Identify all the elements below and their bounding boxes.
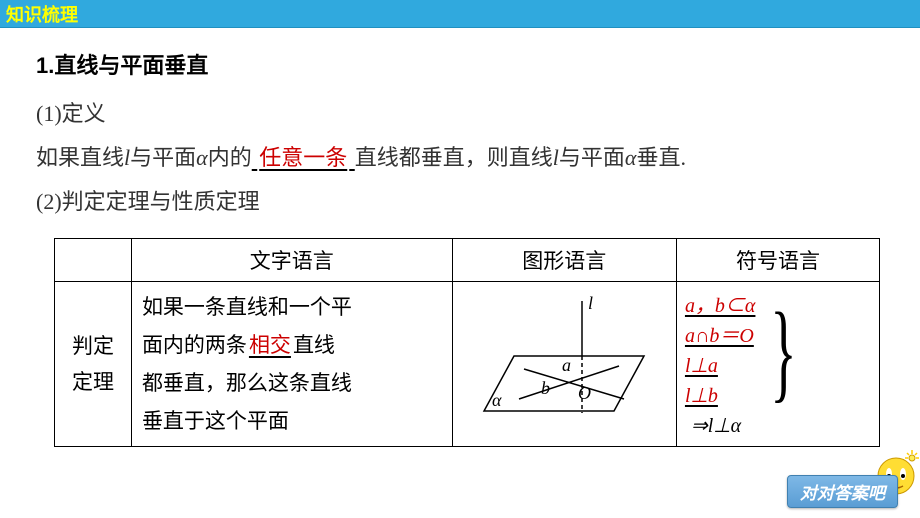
sym-line2: a∩b＝O <box>685 321 758 351</box>
text-lang-cell: 如果一条直线和一个平 面内的两条相交直线 都垂直，那么这条直线 垂直于这个平面 <box>131 282 452 447</box>
var-alpha-2: α <box>625 145 637 170</box>
symbol-cell: a，b⊂α a∩b＝O l⊥a l⊥b } ⇒l⊥α <box>676 282 879 447</box>
def-blank: 任意一条 <box>257 145 349 170</box>
label-line1: 判定 <box>65 328 121 364</box>
answer-button[interactable]: 对对答案吧 <box>787 475 898 508</box>
section-title: 1.直线与平面垂直 <box>36 48 884 80</box>
definition-text: 如果直线l与平面α内的 任意一条 直线都垂直，则直线l与平面α垂直. <box>36 138 884 178</box>
text-blank: 相交 <box>247 333 293 357</box>
header-graph-lang: 图形语言 <box>452 239 676 282</box>
def-mid1: 与平面 <box>130 145 196 170</box>
definition-label: (1)定义 <box>36 94 884 134</box>
def-mid3: 直线都垂直，则直线 <box>355 145 553 170</box>
header-bar: 知识梳理 <box>0 0 920 28</box>
text-pre: 如果一条直线和一个平 <box>142 295 352 319</box>
def-pre: 如果直线 <box>36 145 124 170</box>
label-alpha: α <box>492 390 502 410</box>
symbol-group: a，b⊂α a∩b＝O l⊥a l⊥b <box>685 291 760 411</box>
table-header-row: 文字语言 图形语言 符号语言 <box>55 239 880 282</box>
label-a: a <box>562 355 571 375</box>
line-b <box>524 369 624 399</box>
label-b: b <box>541 378 550 398</box>
content-area: 1.直线与平面垂直 (1)定义 如果直线l与平面α内的 任意一条 直线都垂直，则… <box>0 28 920 222</box>
header-title: 知识梳理 <box>6 1 78 27</box>
sym-line4: l⊥b <box>685 381 722 411</box>
header-blank <box>55 239 132 282</box>
right-brace: } <box>771 296 797 406</box>
brace-wrap: a，b⊂α a∩b＝O l⊥a l⊥b } <box>685 291 871 411</box>
label-line2: 定理 <box>65 364 121 400</box>
answer-button-label: 对对答案吧 <box>800 484 885 503</box>
table-wrap: 文字语言 图形语言 符号语言 判定 定理 如果一条直线和一个平 面内的两条相交直… <box>0 226 920 447</box>
header-text-lang: 文字语言 <box>131 239 452 282</box>
theorem-label: (2)判定定理与性质定理 <box>36 182 884 222</box>
sym-conclusion: ⇒l⊥α <box>691 413 871 438</box>
def-end: 垂直. <box>636 145 686 170</box>
label-l: l <box>588 293 593 313</box>
def-mid2: 内的 <box>208 145 252 170</box>
row-label: 判定 定理 <box>55 282 132 447</box>
label-O: O <box>578 383 591 403</box>
geometry-diagram: l a b O α <box>464 291 664 431</box>
sym-line1: a，b⊂α <box>685 291 760 321</box>
sym-line3: l⊥a <box>685 351 722 381</box>
def-mid4: 与平面 <box>559 145 625 170</box>
header-symbol-lang: 符号语言 <box>676 239 879 282</box>
diagram-cell: l a b O α <box>452 282 676 447</box>
table-row: 判定 定理 如果一条直线和一个平 面内的两条相交直线 都垂直，那么这条直线 垂直… <box>55 282 880 447</box>
theorem-table: 文字语言 图形语言 符号语言 判定 定理 如果一条直线和一个平 面内的两条相交直… <box>54 238 880 447</box>
var-alpha-1: α <box>196 145 208 170</box>
